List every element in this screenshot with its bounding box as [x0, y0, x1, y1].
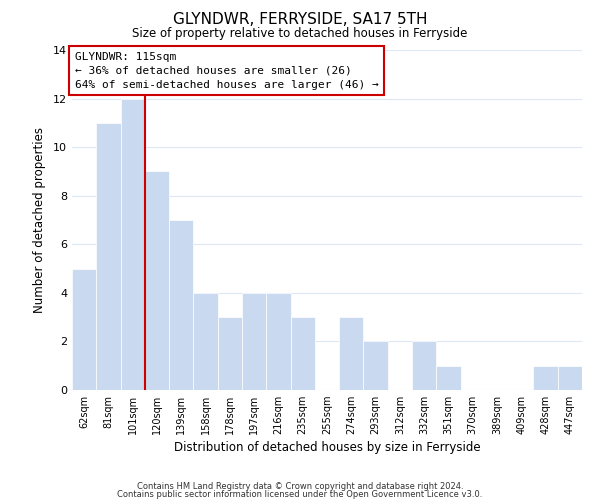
Bar	[533, 366, 558, 390]
Bar	[558, 366, 582, 390]
Bar	[436, 366, 461, 390]
Bar	[145, 172, 169, 390]
Bar	[412, 342, 436, 390]
Bar	[72, 268, 96, 390]
Text: Size of property relative to detached houses in Ferryside: Size of property relative to detached ho…	[133, 28, 467, 40]
Text: GLYNDWR: 115sqm
← 36% of detached houses are smaller (26)
64% of semi-detached h: GLYNDWR: 115sqm ← 36% of detached houses…	[74, 52, 379, 90]
Text: GLYNDWR, FERRYSIDE, SA17 5TH: GLYNDWR, FERRYSIDE, SA17 5TH	[173, 12, 427, 28]
Bar	[121, 98, 145, 390]
Bar	[193, 293, 218, 390]
Text: Contains public sector information licensed under the Open Government Licence v3: Contains public sector information licen…	[118, 490, 482, 499]
Bar	[169, 220, 193, 390]
Y-axis label: Number of detached properties: Number of detached properties	[33, 127, 46, 313]
Bar	[290, 317, 315, 390]
Text: Contains HM Land Registry data © Crown copyright and database right 2024.: Contains HM Land Registry data © Crown c…	[137, 482, 463, 491]
X-axis label: Distribution of detached houses by size in Ferryside: Distribution of detached houses by size …	[173, 442, 481, 454]
Bar	[266, 293, 290, 390]
Bar	[339, 317, 364, 390]
Bar	[218, 317, 242, 390]
Bar	[364, 342, 388, 390]
Bar	[96, 123, 121, 390]
Bar	[242, 293, 266, 390]
